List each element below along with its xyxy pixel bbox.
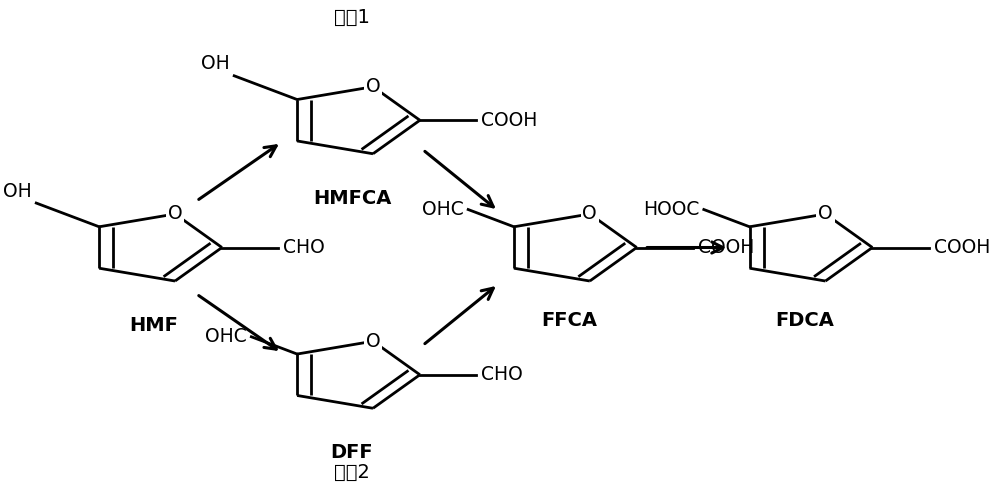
Text: O: O	[168, 204, 182, 223]
Text: COOH: COOH	[934, 238, 990, 257]
Text: CHO: CHO	[283, 238, 325, 257]
Text: O: O	[366, 77, 380, 96]
Text: O: O	[818, 204, 833, 223]
Text: OH: OH	[3, 182, 32, 200]
Text: FDCA: FDCA	[775, 311, 834, 330]
Text: HMF: HMF	[130, 316, 179, 335]
Text: 路兴1: 路兴1	[334, 8, 370, 27]
Text: OHC: OHC	[422, 200, 463, 219]
Text: OH: OH	[201, 54, 229, 73]
Text: DFF: DFF	[331, 444, 373, 462]
Text: HOOC: HOOC	[643, 200, 699, 219]
Text: CHO: CHO	[481, 365, 523, 384]
Text: O: O	[582, 204, 597, 223]
Text: COOH: COOH	[698, 238, 754, 257]
Text: 路兴2: 路兴2	[334, 463, 370, 482]
Text: HMFCA: HMFCA	[313, 189, 391, 208]
Text: COOH: COOH	[481, 111, 538, 130]
Text: FFCA: FFCA	[541, 311, 597, 330]
Text: OHC: OHC	[205, 327, 247, 346]
Text: O: O	[366, 332, 380, 351]
